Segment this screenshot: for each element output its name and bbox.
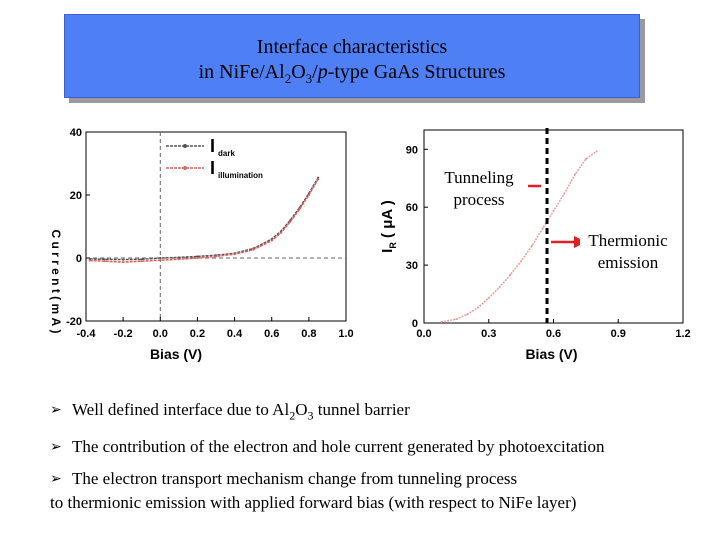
right-data-point: [440, 321, 443, 324]
left-x-tick-label: 0.2: [190, 328, 205, 340]
left-data-point: [233, 253, 236, 256]
right-data-point: [552, 210, 555, 213]
left-data-point: [270, 239, 273, 242]
slide-title: Interface characteristics in NiFe/Al2O3/…: [64, 14, 640, 98]
title-line-1: Interface characteristics: [256, 36, 448, 58]
right-data-point: [584, 157, 587, 160]
thermionic-label-1: Thermionic: [588, 231, 668, 250]
right-x-tick-label: 0.6: [546, 328, 561, 340]
arrow-bullet-icon: ➢: [50, 402, 62, 418]
tunneling-label-1: Tunneling: [444, 168, 514, 187]
right-y-axis-symbol: I: [379, 249, 396, 253]
right-x-tick-label: 0.9: [611, 328, 626, 340]
legend-marker: [183, 144, 187, 148]
tunneling-annotation: Tunneling process: [434, 167, 524, 211]
left-x-tick-label: 1.0: [338, 328, 353, 340]
left-data-point: [280, 231, 282, 234]
thermionic-annotation: Thermionic emission: [580, 230, 676, 274]
right-data-point: [509, 273, 512, 276]
left-y-tick-label: -20: [66, 316, 82, 328]
arrow-bullet-icon: ➢: [50, 439, 62, 456]
left-data-point: [103, 258, 106, 261]
thermionic-label-2: emission: [597, 253, 659, 272]
left-data-point: [159, 259, 162, 262]
arrow-bullet-icon: ➢: [50, 471, 62, 488]
bullet-continuation: to thermionic emission with applied forw…: [50, 493, 577, 513]
left-data-point: [140, 258, 143, 261]
legend-sub-label: dark: [218, 149, 235, 158]
left-data-point: [196, 255, 199, 258]
bullet-item: ➢ The electron transport mechanism change…: [50, 467, 710, 515]
right-plot-frame: [423, 129, 684, 324]
left-data-point: [88, 257, 91, 260]
right-y-axis-sub: R: [388, 242, 398, 249]
left-data-point: [177, 256, 180, 259]
left-x-tick-label: 0.6: [264, 328, 279, 340]
right-data-point: [530, 244, 533, 247]
legend-label: I: [210, 136, 215, 156]
left-series-line: [89, 178, 319, 263]
left-x-tick-label: -0.4: [77, 328, 97, 340]
right-data-point: [455, 318, 458, 321]
bullet-item: ➢ Well defined interface due to Al2O3 tun…: [50, 400, 410, 423]
right-y-axis-unit: ( μA ): [379, 200, 396, 242]
left-data-point: [177, 258, 180, 261]
legend-marker: [183, 166, 187, 170]
left-series-line: [89, 177, 319, 261]
left-data-point: [298, 208, 301, 211]
right-data-point: [595, 150, 598, 153]
left-x-axis-label: Bias (V): [150, 346, 202, 362]
left-data-point: [103, 260, 106, 263]
tunneling-label-2: process: [453, 190, 505, 209]
left-data-point: [140, 260, 143, 263]
title-line-2: in NiFe/Al2O3/p-type GaAs Structures: [198, 61, 506, 86]
right-data-point: [520, 260, 523, 263]
left-data-point: [307, 194, 310, 196]
right-y-tick-label: 30: [406, 260, 418, 272]
left-x-tick-label: 0.4: [227, 328, 243, 340]
left-y-axis-label: C u r r e n t ( m A ): [49, 229, 63, 333]
bullet-item: ➢ The contribution of the electron and ho…: [50, 435, 710, 459]
left-x-tick-label: 0.0: [153, 328, 168, 340]
right-data-point: [498, 286, 501, 289]
left-data-point: [196, 257, 199, 259]
right-y-tick-label: 90: [406, 144, 418, 156]
right-data-point: [574, 173, 577, 176]
legend-sub-label: illumination: [218, 171, 263, 180]
right-x-axis-label: Bias (V): [525, 346, 577, 362]
right-data-point: [563, 192, 566, 195]
left-x-tick-label: 0.8: [301, 328, 316, 340]
right-x-tick-label: 0.0: [416, 328, 431, 340]
left-data-point: [289, 220, 292, 223]
bullet-list: ➢ Well defined interface due to Al2O3 tun…: [50, 398, 710, 523]
left-data-point: [122, 258, 125, 261]
left-y-tick-label: 20: [70, 190, 82, 202]
left-data-point: [122, 261, 125, 264]
right-data-point: [466, 313, 469, 316]
left-data-point: [215, 255, 217, 258]
left-y-tick-label: 0: [76, 253, 82, 265]
right-y-tick-label: 60: [406, 202, 418, 214]
left-x-tick-label: -0.2: [114, 328, 133, 340]
left-y-tick-label: 40: [70, 127, 82, 139]
left-data-point: [317, 178, 320, 181]
right-x-tick-label: 1.2: [675, 328, 690, 340]
left-data-point: [317, 176, 320, 179]
right-x-tick-label: 0.3: [481, 328, 496, 340]
right-data-point: [487, 296, 490, 299]
left-plot-frame: [85, 131, 347, 322]
left-data-point: [159, 257, 162, 259]
left-data-point: [252, 248, 255, 251]
right-data-point: [541, 227, 544, 230]
right-y-axis-label: IR ( μA ): [379, 200, 398, 253]
right-data-point: [476, 306, 479, 309]
legend-label: I: [210, 158, 215, 178]
right-y-tick-label: 0: [412, 318, 418, 330]
charts-svg: -0.4 -0.2 0.0 0.2 0.4 0.6 0.8 1.0 -20 0 20 40 Bias (…: [49, 127, 691, 362]
left-data-point: [88, 259, 91, 262]
